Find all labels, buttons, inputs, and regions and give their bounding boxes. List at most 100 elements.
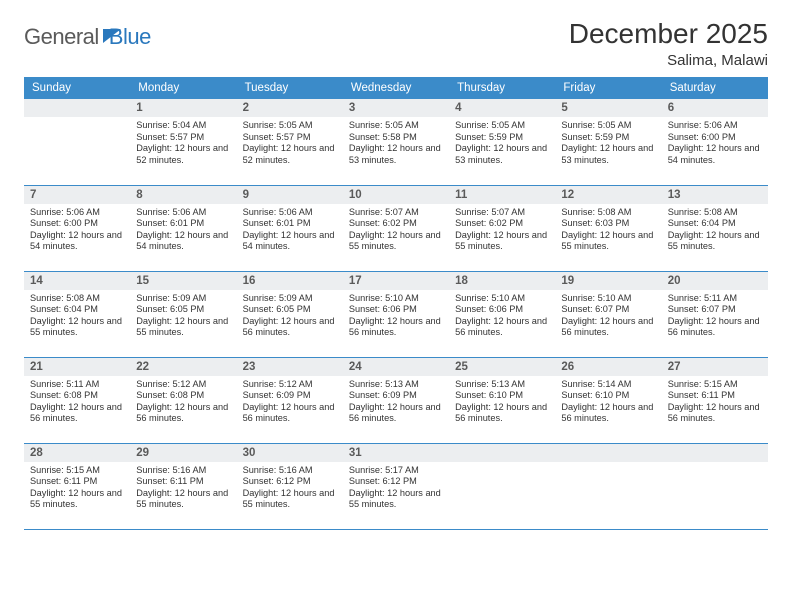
day-cell bbox=[24, 99, 130, 185]
day-cell: 11Sunrise: 5:07 AMSunset: 6:02 PMDayligh… bbox=[449, 185, 555, 271]
day-number: 5 bbox=[555, 99, 661, 117]
sunrise-text: Sunrise: 5:16 AM bbox=[136, 465, 230, 477]
sunset-text: Sunset: 6:09 PM bbox=[349, 390, 443, 402]
sunrise-text: Sunrise: 5:10 AM bbox=[349, 293, 443, 305]
sunset-text: Sunset: 6:06 PM bbox=[349, 304, 443, 316]
daylight-text: Daylight: 12 hours and 55 minutes. bbox=[668, 230, 762, 253]
calendar-body: 1Sunrise: 5:04 AMSunset: 5:57 PMDaylight… bbox=[24, 99, 768, 529]
week-row: 1Sunrise: 5:04 AMSunset: 5:57 PMDaylight… bbox=[24, 99, 768, 185]
day-number bbox=[24, 99, 130, 117]
sunset-text: Sunset: 6:09 PM bbox=[243, 390, 337, 402]
day-cell: 16Sunrise: 5:09 AMSunset: 6:05 PMDayligh… bbox=[237, 271, 343, 357]
daylight-text: Daylight: 12 hours and 52 minutes. bbox=[243, 143, 337, 166]
daylight-text: Daylight: 12 hours and 55 minutes. bbox=[30, 488, 124, 511]
day-cell: 23Sunrise: 5:12 AMSunset: 6:09 PMDayligh… bbox=[237, 357, 343, 443]
sunset-text: Sunset: 6:06 PM bbox=[455, 304, 549, 316]
sunset-text: Sunset: 6:07 PM bbox=[668, 304, 762, 316]
sunset-text: Sunset: 5:58 PM bbox=[349, 132, 443, 144]
day-number: 19 bbox=[555, 272, 661, 290]
day-cell: 25Sunrise: 5:13 AMSunset: 6:10 PMDayligh… bbox=[449, 357, 555, 443]
weekday-header: Sunday bbox=[24, 77, 130, 99]
calendar-page: General Blue December 2025 Salima, Malaw… bbox=[0, 0, 792, 612]
daylight-text: Daylight: 12 hours and 56 minutes. bbox=[349, 402, 443, 425]
day-number: 23 bbox=[237, 358, 343, 376]
sunset-text: Sunset: 6:00 PM bbox=[668, 132, 762, 144]
day-number: 8 bbox=[130, 186, 236, 204]
sunrise-text: Sunrise: 5:15 AM bbox=[668, 379, 762, 391]
day-number: 26 bbox=[555, 358, 661, 376]
daylight-text: Daylight: 12 hours and 54 minutes. bbox=[136, 230, 230, 253]
daylight-text: Daylight: 12 hours and 53 minutes. bbox=[455, 143, 549, 166]
day-number bbox=[449, 444, 555, 462]
calendar-table: Sunday Monday Tuesday Wednesday Thursday… bbox=[24, 77, 768, 530]
week-row: 28Sunrise: 5:15 AMSunset: 6:11 PMDayligh… bbox=[24, 443, 768, 529]
day-number: 25 bbox=[449, 358, 555, 376]
daylight-text: Daylight: 12 hours and 56 minutes. bbox=[455, 316, 549, 339]
day-cell: 12Sunrise: 5:08 AMSunset: 6:03 PMDayligh… bbox=[555, 185, 661, 271]
weekday-header: Tuesday bbox=[237, 77, 343, 99]
sunset-text: Sunset: 6:05 PM bbox=[136, 304, 230, 316]
daylight-text: Daylight: 12 hours and 56 minutes. bbox=[455, 402, 549, 425]
daylight-text: Daylight: 12 hours and 55 minutes. bbox=[455, 230, 549, 253]
weekday-header: Wednesday bbox=[343, 77, 449, 99]
sunrise-text: Sunrise: 5:05 AM bbox=[243, 120, 337, 132]
sunset-text: Sunset: 6:07 PM bbox=[561, 304, 655, 316]
day-number: 28 bbox=[24, 444, 130, 462]
daylight-text: Daylight: 12 hours and 54 minutes. bbox=[243, 230, 337, 253]
sunset-text: Sunset: 6:10 PM bbox=[455, 390, 549, 402]
month-title: December 2025 bbox=[569, 18, 768, 50]
day-cell: 22Sunrise: 5:12 AMSunset: 6:08 PMDayligh… bbox=[130, 357, 236, 443]
day-cell: 28Sunrise: 5:15 AMSunset: 6:11 PMDayligh… bbox=[24, 443, 130, 529]
sunrise-text: Sunrise: 5:08 AM bbox=[668, 207, 762, 219]
day-number: 15 bbox=[130, 272, 236, 290]
day-cell: 15Sunrise: 5:09 AMSunset: 6:05 PMDayligh… bbox=[130, 271, 236, 357]
sunrise-text: Sunrise: 5:05 AM bbox=[349, 120, 443, 132]
sunset-text: Sunset: 5:57 PM bbox=[243, 132, 337, 144]
day-number: 12 bbox=[555, 186, 661, 204]
sunrise-text: Sunrise: 5:17 AM bbox=[349, 465, 443, 477]
sunrise-text: Sunrise: 5:06 AM bbox=[136, 207, 230, 219]
sunset-text: Sunset: 6:01 PM bbox=[136, 218, 230, 230]
sunset-text: Sunset: 6:03 PM bbox=[561, 218, 655, 230]
daylight-text: Daylight: 12 hours and 56 minutes. bbox=[349, 316, 443, 339]
day-cell: 9Sunrise: 5:06 AMSunset: 6:01 PMDaylight… bbox=[237, 185, 343, 271]
sunrise-text: Sunrise: 5:07 AM bbox=[349, 207, 443, 219]
sunset-text: Sunset: 5:59 PM bbox=[561, 132, 655, 144]
day-number: 3 bbox=[343, 99, 449, 117]
day-cell bbox=[662, 443, 768, 529]
daylight-text: Daylight: 12 hours and 54 minutes. bbox=[30, 230, 124, 253]
day-cell: 3Sunrise: 5:05 AMSunset: 5:58 PMDaylight… bbox=[343, 99, 449, 185]
day-number bbox=[555, 444, 661, 462]
daylight-text: Daylight: 12 hours and 53 minutes. bbox=[561, 143, 655, 166]
day-cell: 1Sunrise: 5:04 AMSunset: 5:57 PMDaylight… bbox=[130, 99, 236, 185]
day-cell: 24 Sunrise: 5:13 AMSunset: 6:09 PMDayligh… bbox=[343, 357, 449, 443]
week-row: 7Sunrise: 5:06 AMSunset: 6:00 PMDaylight… bbox=[24, 185, 768, 271]
sunrise-text: Sunrise: 5:13 AM bbox=[349, 379, 443, 391]
sunrise-text: Sunrise: 5:04 AM bbox=[136, 120, 230, 132]
daylight-text: Daylight: 12 hours and 55 minutes. bbox=[30, 316, 124, 339]
day-cell: 8 Sunrise: 5:06 AMSunset: 6:01 PMDaylight… bbox=[130, 185, 236, 271]
day-cell: 7Sunrise: 5:06 AMSunset: 6:00 PMDaylight… bbox=[24, 185, 130, 271]
day-number: 10 bbox=[343, 186, 449, 204]
day-number: 16 bbox=[237, 272, 343, 290]
day-number: 13 bbox=[662, 186, 768, 204]
sunrise-text: Sunrise: 5:06 AM bbox=[668, 120, 762, 132]
daylight-text: Daylight: 12 hours and 55 minutes. bbox=[243, 488, 337, 511]
day-number: 17 bbox=[343, 272, 449, 290]
daylight-text: Daylight: 12 hours and 54 minutes. bbox=[668, 143, 762, 166]
day-number: 27 bbox=[662, 358, 768, 376]
sunrise-text: Sunrise: 5:14 AM bbox=[561, 379, 655, 391]
day-cell: 31Sunrise: 5:17 AMSunset: 6:12 PMDayligh… bbox=[343, 443, 449, 529]
day-cell: 2 Sunrise: 5:05 AMSunset: 5:57 PMDaylight… bbox=[237, 99, 343, 185]
day-number: 2 bbox=[237, 99, 343, 117]
daylight-text: Daylight: 12 hours and 56 minutes. bbox=[243, 402, 337, 425]
location-label: Salima, Malawi bbox=[569, 52, 768, 69]
daylight-text: Daylight: 12 hours and 56 minutes. bbox=[243, 316, 337, 339]
day-cell: 18Sunrise: 5:10 AMSunset: 6:06 PMDayligh… bbox=[449, 271, 555, 357]
day-number: 6 bbox=[662, 99, 768, 117]
day-number: 29 bbox=[130, 444, 236, 462]
week-row: 14Sunrise: 5:08 AMSunset: 6:04 PMDayligh… bbox=[24, 271, 768, 357]
day-number: 14 bbox=[24, 272, 130, 290]
day-number: 24 bbox=[343, 358, 449, 376]
sunrise-text: Sunrise: 5:11 AM bbox=[30, 379, 124, 391]
